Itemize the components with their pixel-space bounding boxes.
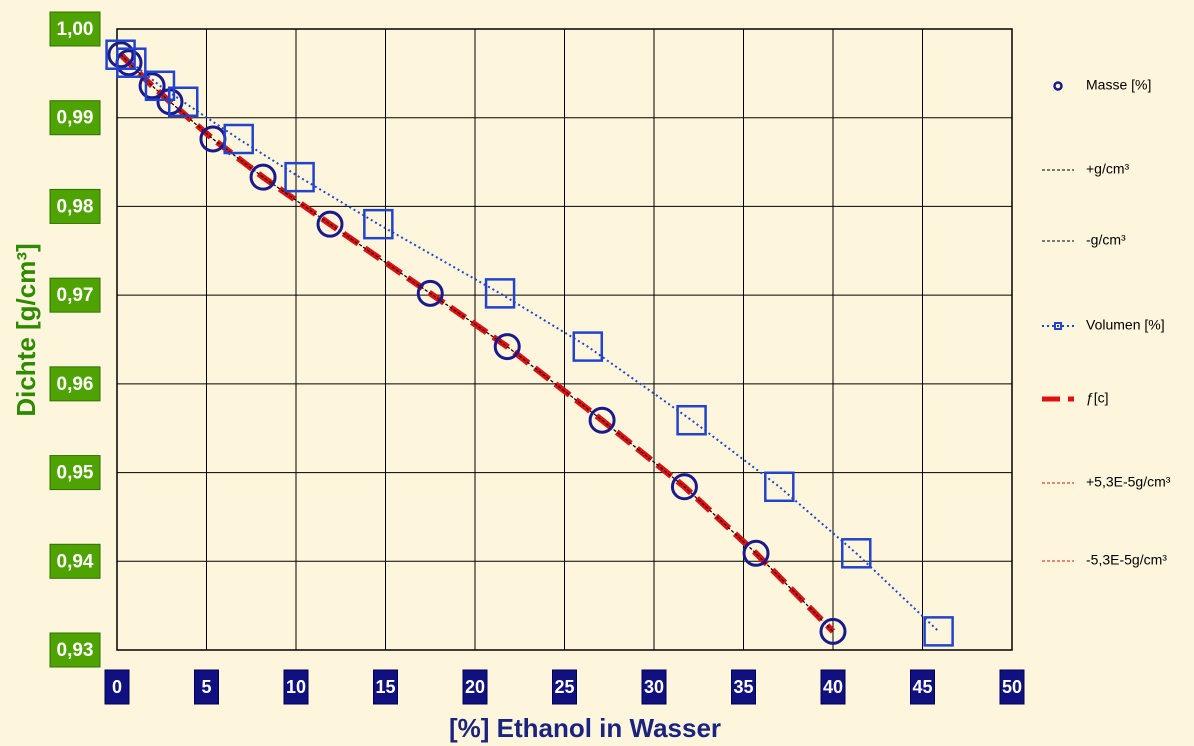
y-tick-box <box>49 366 101 402</box>
y-tick-label: 0,99 <box>57 108 94 129</box>
marker <box>284 161 315 193</box>
marker <box>1054 322 1062 330</box>
x-tick-box <box>552 669 577 705</box>
marker <box>144 70 176 102</box>
x-tick-box <box>999 669 1025 705</box>
marker <box>105 39 136 70</box>
x-tick-box <box>194 669 219 705</box>
legend-label: +g/cm³ <box>1086 161 1130 177</box>
legend-label: +5,3E-5g/cm³ <box>1086 474 1171 490</box>
marker <box>764 471 795 503</box>
x-tick-label: 30 <box>644 677 664 697</box>
x-axis-label: [%] Ethanol in Wasser <box>449 713 721 743</box>
marker <box>1053 81 1063 91</box>
x-tick-box <box>641 669 667 705</box>
y-axis-label: Dichte [g/cm³] <box>11 243 41 416</box>
legend-label: -g/cm³ <box>1086 232 1126 248</box>
marker <box>138 72 166 100</box>
y-tick-label: 0,97 <box>57 285 94 306</box>
x-tick-label: 40 <box>823 677 843 697</box>
y-tick-box <box>49 100 101 136</box>
legend-label: -5,3E-5g/cm³ <box>1086 552 1167 568</box>
x-tick-box <box>283 669 309 705</box>
legend-label: Masse [%] <box>1086 77 1151 93</box>
y-tick-label: 0,98 <box>57 196 94 217</box>
marker <box>363 208 394 240</box>
series-line <box>119 53 940 633</box>
marker <box>484 278 516 309</box>
marker <box>223 123 254 155</box>
y-tick-box <box>49 543 101 579</box>
marker <box>923 616 954 647</box>
plot-border <box>116 28 1013 651</box>
x-tick-label: 5 <box>201 677 211 697</box>
x-tick-label: 45 <box>912 677 932 697</box>
y-tick-label: 0,96 <box>57 374 94 395</box>
x-tick-box <box>731 669 756 705</box>
x-tick-label: 10 <box>286 677 306 697</box>
x-tick-box <box>104 669 130 705</box>
y-tick-box <box>49 11 101 47</box>
x-tick-box <box>910 669 935 705</box>
y-tick-label: 0,95 <box>57 463 94 484</box>
x-tick-label: 50 <box>1002 677 1022 697</box>
y-tick-box <box>49 188 101 224</box>
marker <box>167 86 199 117</box>
x-tick-box <box>462 669 488 705</box>
marker <box>841 538 872 569</box>
x-tick-label: 15 <box>375 677 395 697</box>
y-tick-label: 0,93 <box>57 640 94 661</box>
y-tick-box <box>49 277 101 313</box>
marker <box>493 333 521 361</box>
y-tick-label: 1,00 <box>57 19 94 40</box>
marker <box>316 210 344 238</box>
x-tick-box <box>820 669 846 705</box>
marker <box>742 539 770 567</box>
marker <box>588 406 616 434</box>
marker <box>670 473 698 501</box>
marker <box>416 279 444 307</box>
marker <box>107 41 135 69</box>
marker <box>819 617 847 645</box>
y-tick-label: 0,94 <box>57 551 94 572</box>
x-tick-label: 35 <box>733 677 753 697</box>
x-tick-box <box>373 669 398 705</box>
legend-label: ƒ[c] <box>1086 390 1109 406</box>
marker <box>572 331 604 362</box>
marker <box>249 163 277 191</box>
marker <box>116 47 147 78</box>
x-tick-label: 20 <box>465 677 485 697</box>
y-tick-box <box>49 455 101 491</box>
x-tick-label: 0 <box>112 677 122 697</box>
legend-label: Volumen [%] <box>1086 317 1165 333</box>
marker <box>676 404 707 436</box>
series-line <box>120 54 834 632</box>
x-tick-label: 25 <box>554 677 574 697</box>
y-tick-box <box>49 632 101 668</box>
